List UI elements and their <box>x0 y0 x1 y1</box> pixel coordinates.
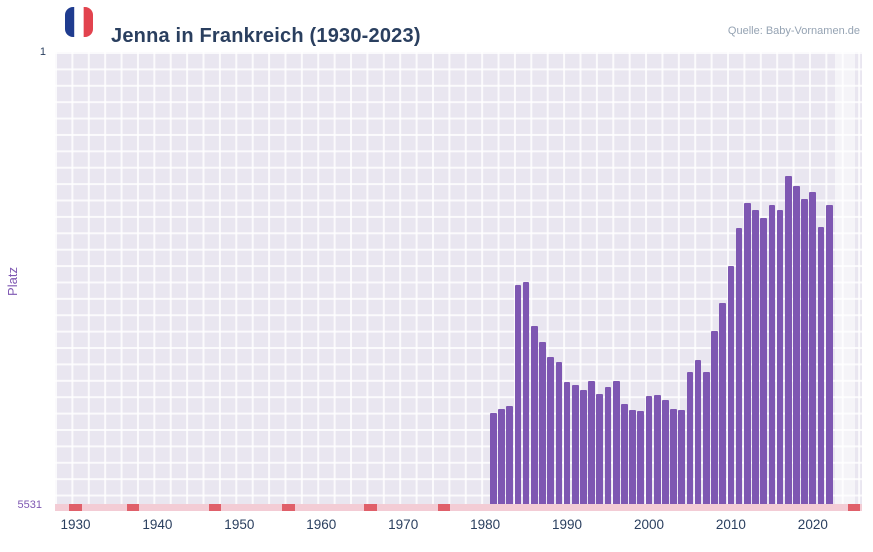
bar-year-2013[interactable] <box>752 210 759 511</box>
bar-year-1981[interactable] <box>489 412 497 511</box>
bar-year-2001[interactable] <box>653 394 661 511</box>
bar-year-1988[interactable] <box>547 356 554 511</box>
bar-year-1989[interactable] <box>555 362 563 511</box>
x-tick-label-1990: 1990 <box>552 517 583 532</box>
bar-year-2010[interactable] <box>727 266 735 511</box>
bar-year-2007[interactable] <box>702 372 710 511</box>
bar-year-2002[interactable] <box>662 399 669 511</box>
bar-year-1991[interactable] <box>571 384 579 511</box>
low-rank-marker-1930[interactable] <box>69 504 82 511</box>
bar-year-1990[interactable] <box>563 382 571 511</box>
bar-year-2021[interactable] <box>817 227 825 511</box>
low-rank-marker-1966[interactable] <box>364 504 377 511</box>
source-credit: Quelle: Baby-Vornamen.de <box>727 25 860 37</box>
y-tick-max: 1 <box>39 46 46 58</box>
bar-year-1986[interactable] <box>530 325 538 511</box>
bar-year-2009[interactable] <box>719 302 727 511</box>
plot-area <box>55 52 862 511</box>
x-tick-label-1980: 1980 <box>470 517 501 532</box>
x-tick-label-2010: 2010 <box>715 517 746 532</box>
x-tick-label-1930: 1930 <box>60 517 91 532</box>
bar-year-2018[interactable] <box>793 186 800 511</box>
bar-year-2022[interactable] <box>825 204 833 511</box>
bar-year-2005[interactable] <box>686 372 694 511</box>
bar-year-1985[interactable] <box>522 281 530 511</box>
bar-year-1983[interactable] <box>506 405 514 511</box>
bar-year-2014[interactable] <box>760 217 768 511</box>
low-rank-marker-2025[interactable] <box>847 504 860 511</box>
x-axis-ticks: 1930 1940 1950 1960 1970 1980 1990 2000 2010 2020 <box>55 517 862 537</box>
x-tick-label-2000: 2000 <box>633 517 665 532</box>
bar-year-2011[interactable] <box>735 227 743 511</box>
low-rank-marker-1937[interactable] <box>126 504 139 511</box>
x-tick-label-1950: 1950 <box>224 517 255 532</box>
bar-year-1993[interactable] <box>588 381 595 511</box>
bar-year-1997[interactable] <box>621 403 628 511</box>
bar-year-1999[interactable] <box>637 411 645 511</box>
bar-year-1984[interactable] <box>514 285 522 511</box>
bars-layer <box>55 52 862 511</box>
bar-year-1998[interactable] <box>629 409 636 511</box>
x-tick-label-2020: 2020 <box>797 517 828 532</box>
recent-year-highlight-band <box>834 52 856 511</box>
low-rank-marker-1975[interactable] <box>438 504 451 511</box>
bar-year-2003[interactable] <box>670 408 677 511</box>
x-tick-label-1940: 1940 <box>142 517 173 532</box>
bar-year-2020[interactable] <box>809 192 817 511</box>
bar-year-1995[interactable] <box>604 387 612 511</box>
bar-year-2008[interactable] <box>711 330 718 511</box>
bar-year-1992[interactable] <box>580 389 587 511</box>
bar-year-2012[interactable] <box>743 202 751 511</box>
bar-year-1982[interactable] <box>498 408 505 511</box>
low-rank-marker-1956[interactable] <box>282 504 295 511</box>
y-tick-min: 5531 <box>17 499 42 511</box>
france-flag-icon <box>65 7 93 37</box>
bar-year-1987[interactable] <box>539 341 546 511</box>
chart-title: Jenna in Frankreich (1930-2023) <box>111 25 421 48</box>
baseline-strip <box>55 504 862 511</box>
x-tick-label-1970: 1970 <box>388 517 419 532</box>
bar-year-1994[interactable] <box>596 393 604 511</box>
bar-year-2004[interactable] <box>678 409 686 511</box>
bar-year-2000[interactable] <box>645 396 653 511</box>
low-rank-marker-1947[interactable] <box>208 504 221 511</box>
bar-year-1996[interactable] <box>612 381 620 511</box>
bar-year-2016[interactable] <box>776 210 784 511</box>
x-tick-label-1960: 1960 <box>306 517 337 532</box>
bar-year-2015[interactable] <box>768 204 776 511</box>
bar-year-2019[interactable] <box>801 198 808 511</box>
y-axis-title: Platz <box>4 267 20 296</box>
bar-year-2017[interactable] <box>784 176 792 511</box>
bar-year-2006[interactable] <box>694 359 702 511</box>
